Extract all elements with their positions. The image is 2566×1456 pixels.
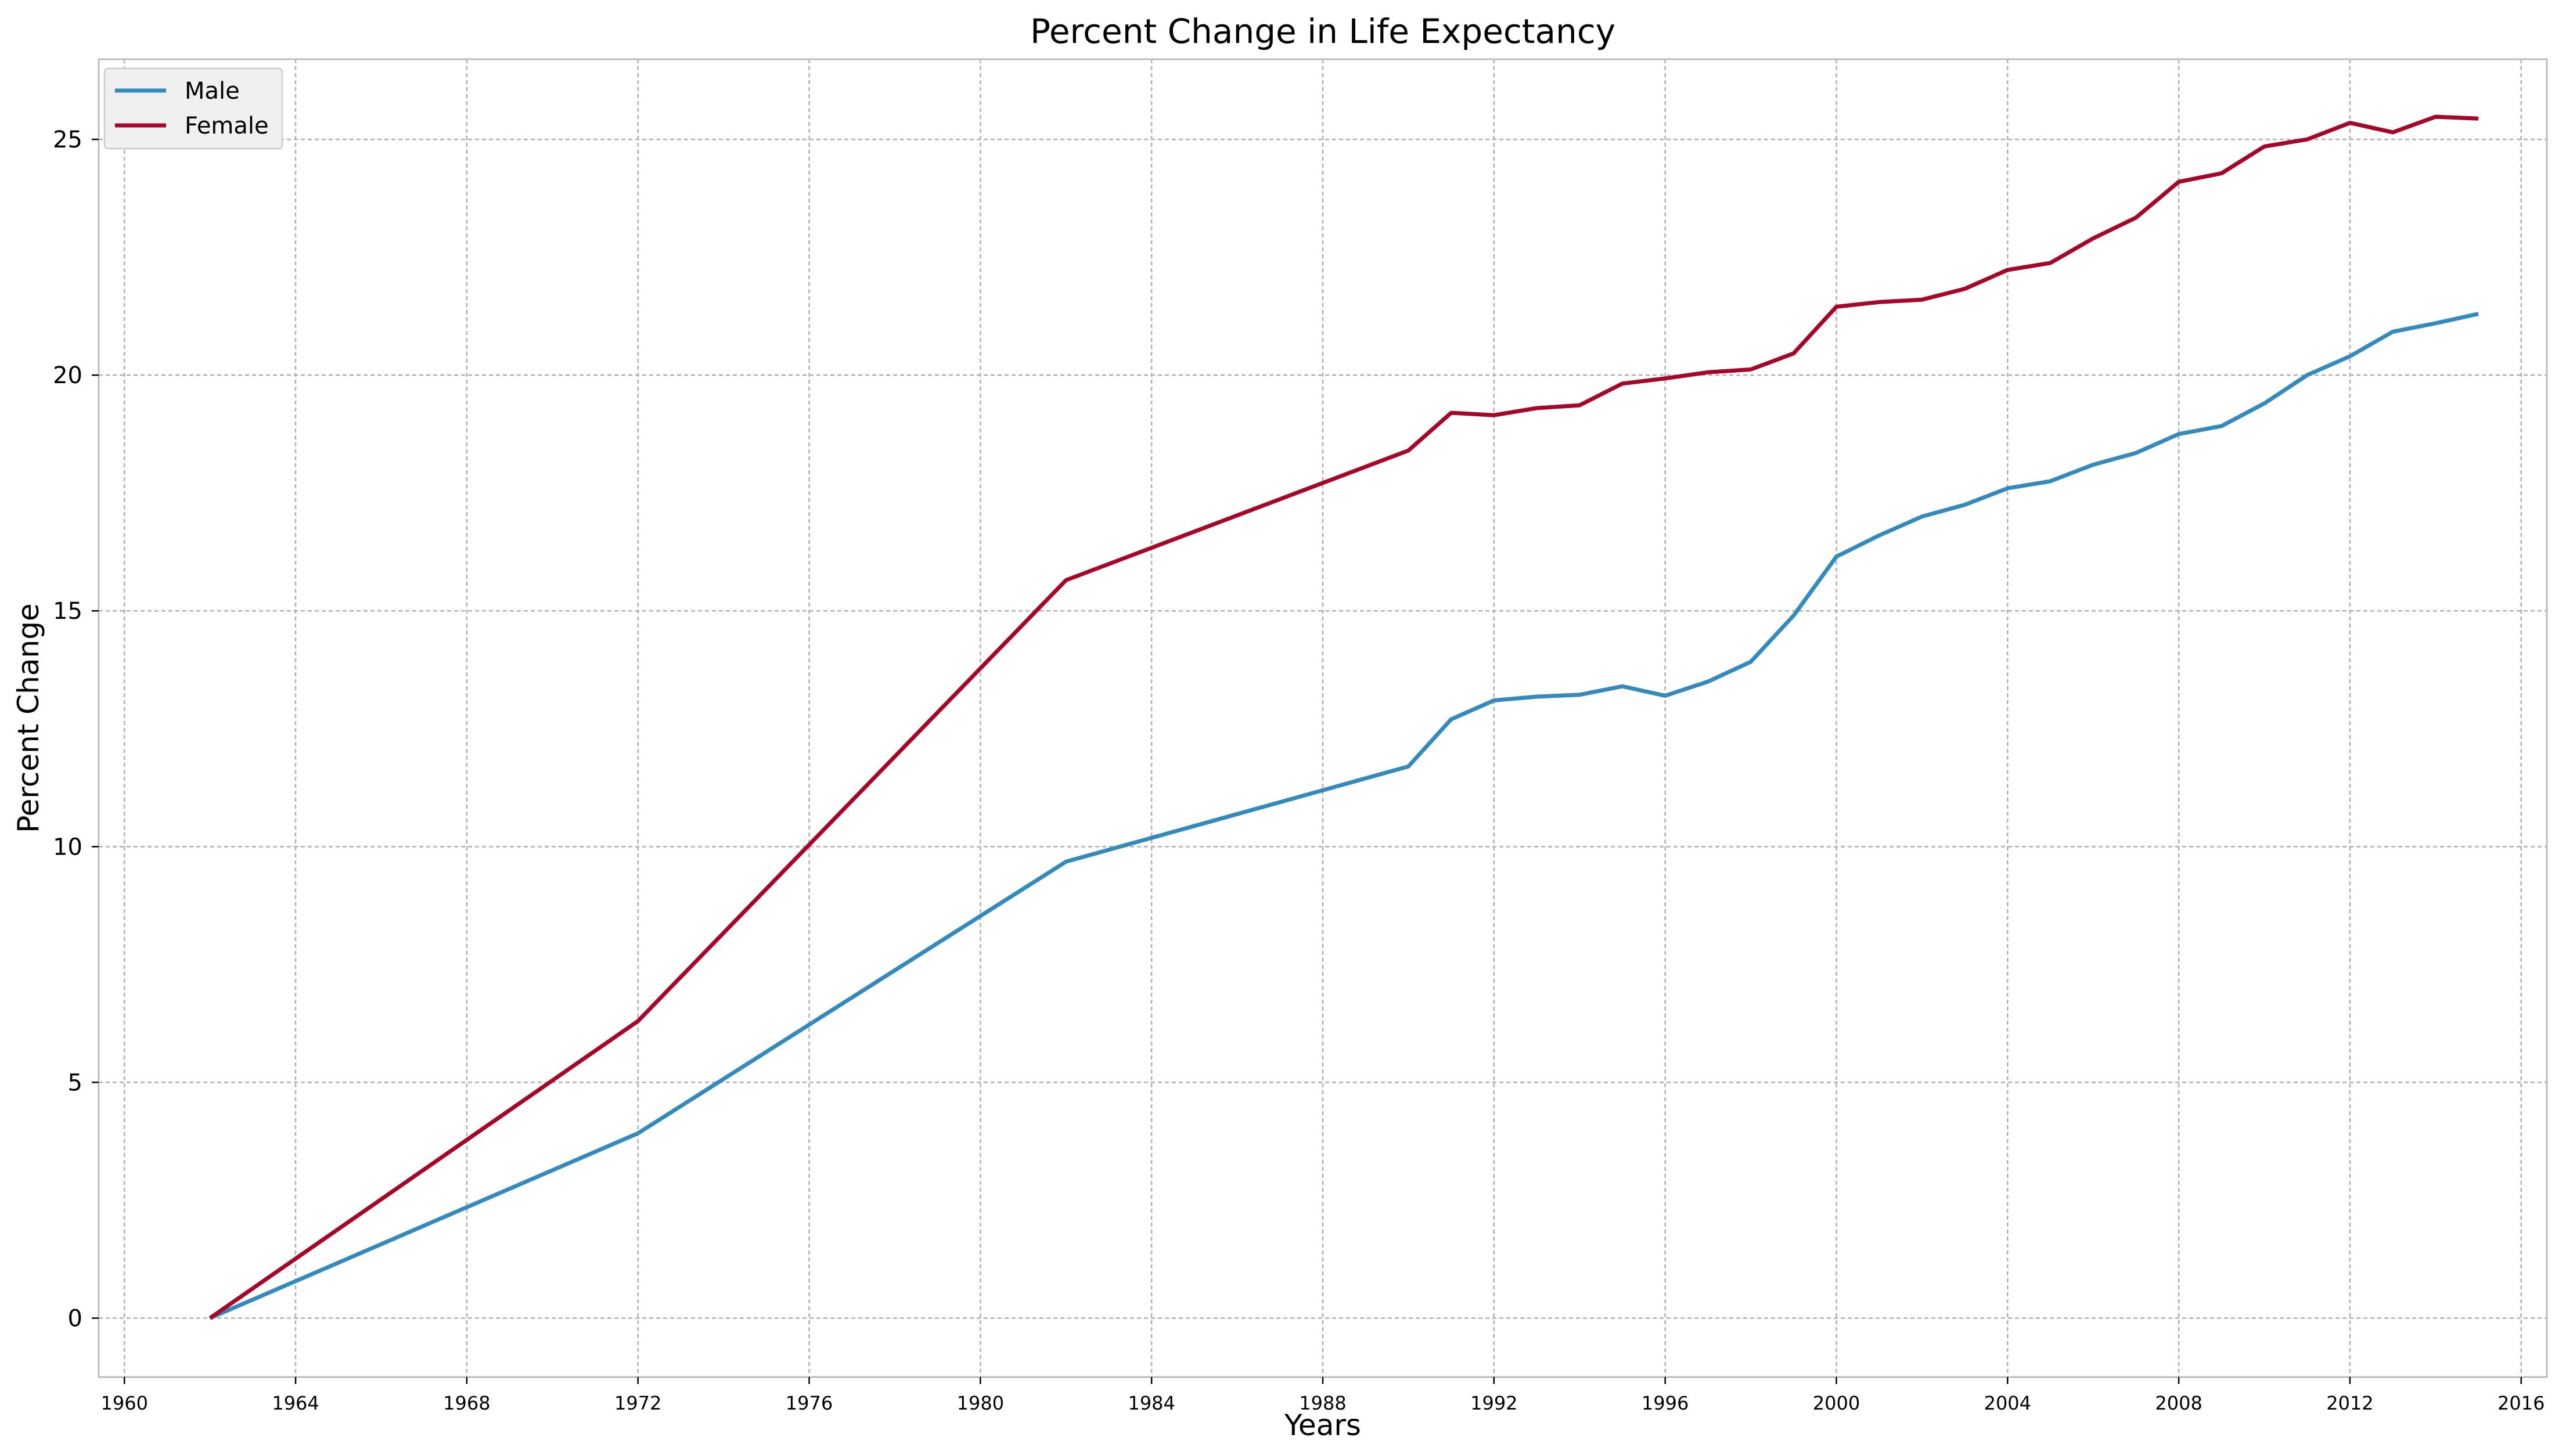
- y-tick-label: 5: [68, 1069, 82, 1096]
- x-tick-label: 2004: [1984, 1392, 2031, 1414]
- y-tick-label: 15: [53, 598, 82, 625]
- axes: 1960 1964 1968 1972 1976 1980 1984 1988 1992 1996…: [53, 127, 2545, 1414]
- y-tick-label: 20: [53, 362, 82, 389]
- legend: Male Female: [103, 67, 283, 150]
- x-tick-label: 2000: [1813, 1392, 1860, 1414]
- x-tick-label: 1972: [614, 1392, 661, 1414]
- x-tick-label: 2012: [2326, 1392, 2373, 1414]
- x-tick-label: 1988: [1299, 1392, 1346, 1414]
- y-axis-label: Percent Change: [12, 603, 45, 832]
- series-line-male: [209, 312, 2479, 1320]
- x-tick-label: 1996: [1642, 1392, 1689, 1414]
- x-tick-label: 2008: [2155, 1392, 2202, 1414]
- series-layer: [208, 114, 2479, 1320]
- y-tick-label: 25: [53, 127, 82, 153]
- series-line-female: [208, 114, 2479, 1320]
- x-tick-label: 1992: [1470, 1392, 1517, 1414]
- chart-title: Percent Change in Life Expectancy: [1030, 12, 1615, 51]
- x-tick-label: 1960: [101, 1392, 148, 1414]
- y-tick-label: 0: [68, 1305, 82, 1332]
- x-tick-label: 2016: [2497, 1392, 2545, 1414]
- grid: [99, 59, 2547, 1377]
- x-tick-label: 1984: [1128, 1392, 1175, 1414]
- legend-label-female: Female: [185, 113, 269, 139]
- x-tick-label: 1980: [957, 1392, 1004, 1414]
- y-tick-label: 10: [53, 834, 82, 860]
- legend-label-male: Male: [185, 78, 240, 104]
- x-tick-label: 1964: [272, 1392, 319, 1414]
- x-axis-label: Years: [1284, 1408, 1361, 1442]
- x-tick-label: 1976: [786, 1392, 833, 1414]
- x-tick-label: 1968: [443, 1392, 490, 1414]
